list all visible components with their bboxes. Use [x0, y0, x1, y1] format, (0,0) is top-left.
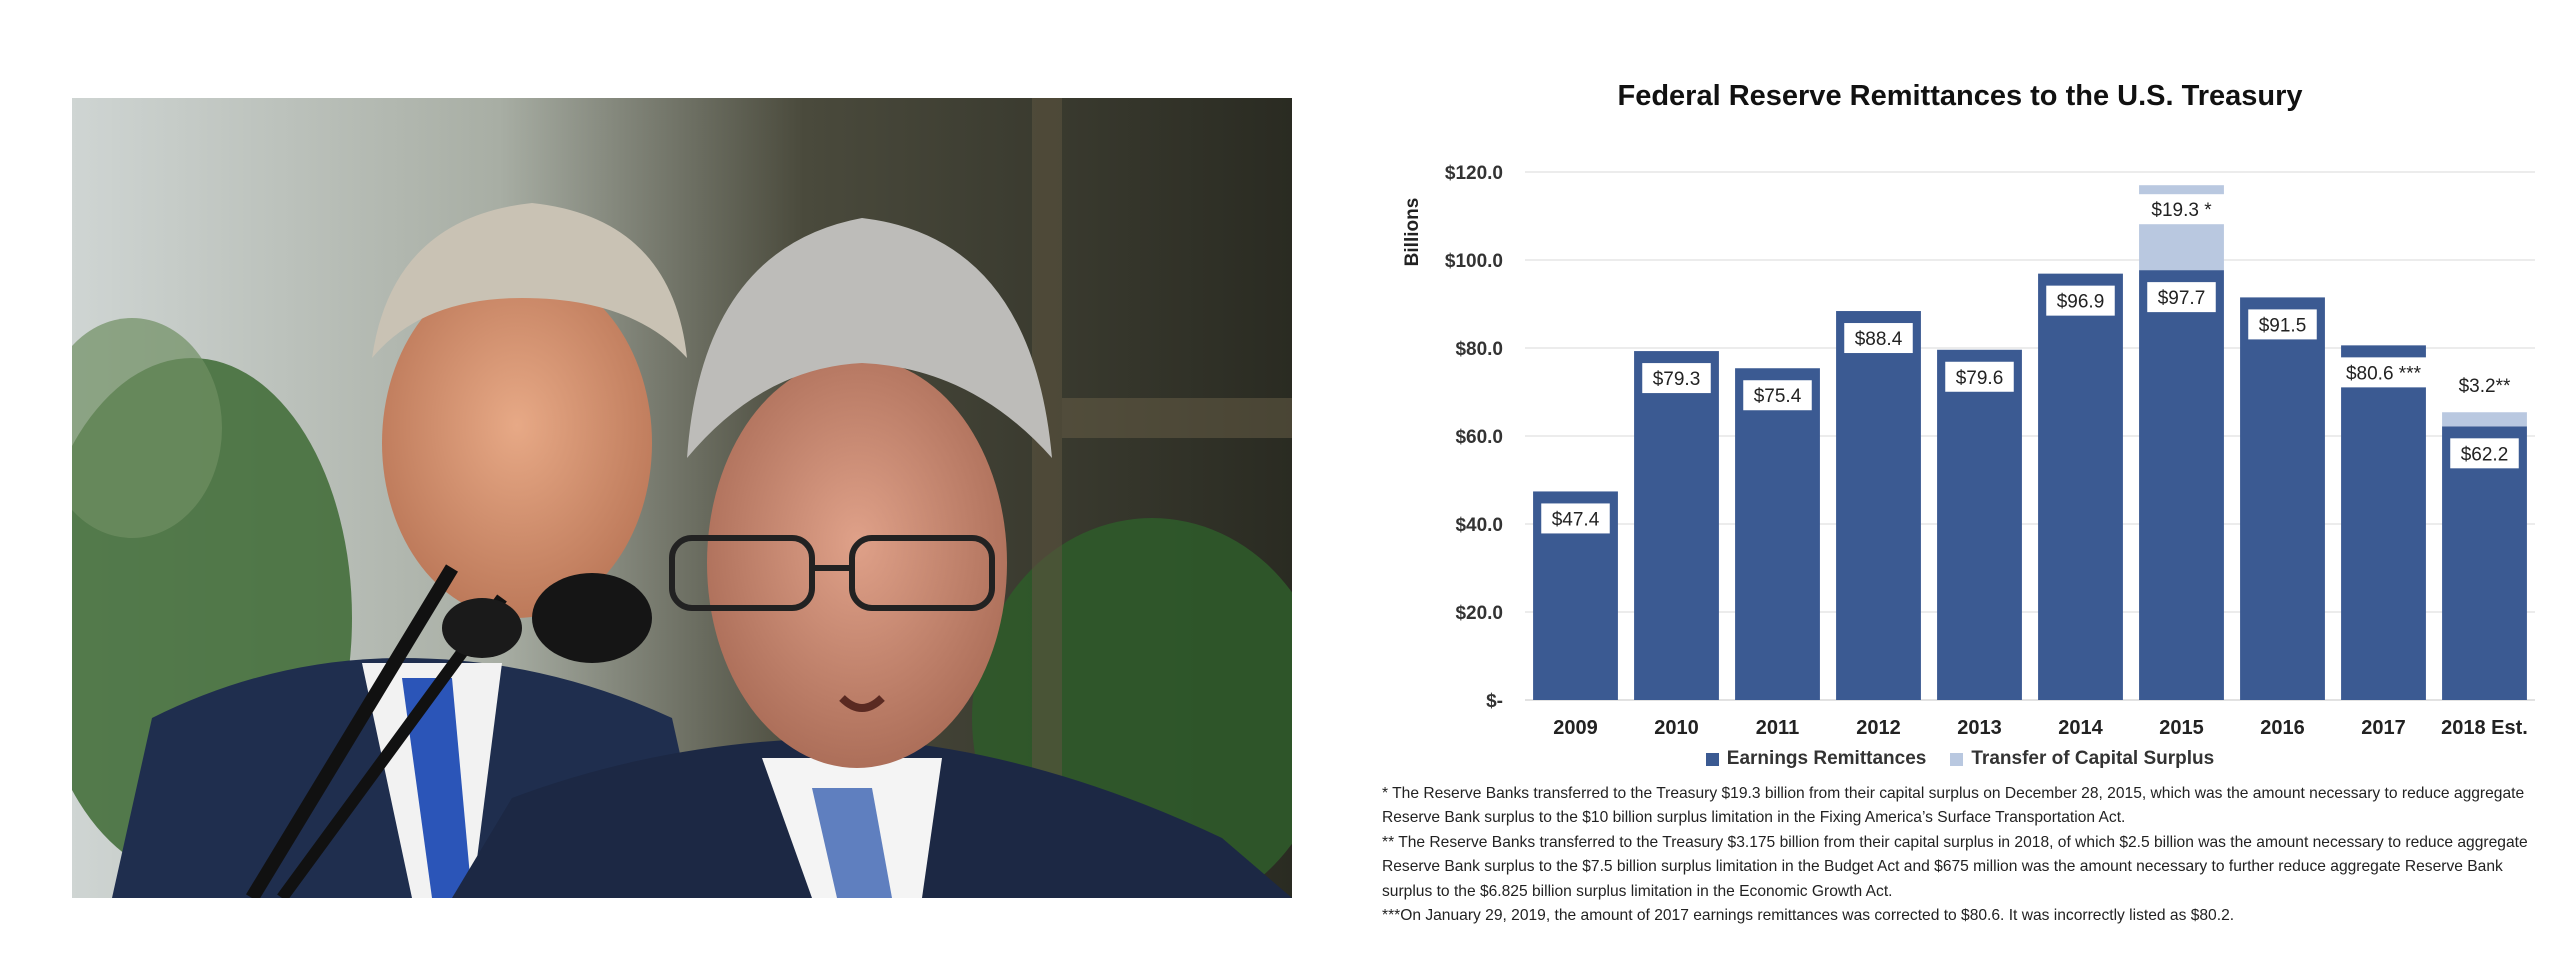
data-label-earnings: $97.7 — [2158, 288, 2206, 309]
footnote-2: ** The Reserve Banks transferred to the … — [1382, 833, 2532, 900]
bar-earnings — [1836, 311, 1921, 700]
x-tick-label: 2010 — [1654, 717, 1699, 739]
bar-earnings — [1937, 349, 2022, 700]
data-label-earnings: $79.6 — [1956, 368, 2004, 389]
y-tick-label: $80.0 — [1455, 339, 1503, 360]
press-photo — [72, 98, 1292, 898]
data-label-earnings-box — [2248, 309, 2317, 340]
data-label-earnings: $75.4 — [1754, 386, 1802, 407]
footnote-3: ***On January 29, 2019, the amount of 20… — [1382, 907, 2235, 925]
bar-earnings — [2139, 270, 2224, 700]
legend-label-surplus: Transfer of Capital Surplus — [1971, 748, 2215, 769]
bar-earnings — [2240, 297, 2325, 700]
photo-icon — [72, 98, 1292, 898]
data-label-earnings-box — [1844, 323, 1913, 354]
legend-item-surplus: Transfer of Capital Surplus — [1950, 748, 2214, 770]
y-tick-label: $20.0 — [1455, 603, 1503, 624]
legend-item-earnings: Earnings Remittances — [1705, 748, 1927, 770]
legend-swatch-earnings — [1705, 752, 1719, 766]
x-tick-label: 2013 — [1957, 717, 2002, 739]
data-label-earnings-box — [2147, 282, 2216, 313]
data-label-earnings: $80.6 *** — [2346, 363, 2422, 384]
data-label-earnings: $96.9 — [2057, 292, 2105, 313]
data-label-earnings-box — [2328, 357, 2439, 388]
data-label-surplus: $3.2** — [2459, 376, 2511, 397]
y-axis-label: Billions — [1402, 198, 1423, 267]
data-label-earnings: $91.5 — [2259, 315, 2307, 336]
bar-capital-surplus — [2442, 412, 2527, 427]
data-label-earnings: $62.2 — [2461, 444, 2509, 465]
data-label-earnings-box — [1743, 380, 1812, 411]
data-label-earnings-box — [1945, 361, 2014, 392]
legend-swatch-surplus — [1950, 752, 1964, 766]
x-tick-label: 2009 — [1553, 717, 1598, 739]
data-label-surplus-box — [2136, 194, 2227, 225]
bar-earnings — [1634, 351, 1719, 700]
y-tick-label: $120.0 — [1445, 163, 1503, 184]
x-tick-label: 2012 — [1856, 717, 1901, 739]
bar-earnings — [2038, 273, 2123, 700]
bar-earnings — [2341, 345, 2426, 700]
data-label-surplus: $19.3 * — [2151, 200, 2212, 221]
bar-earnings — [1735, 368, 1820, 700]
x-tick-label: 2015 — [2159, 717, 2204, 739]
x-tick-label: 2017 — [2361, 717, 2406, 739]
data-label-earnings-box — [2046, 285, 2115, 316]
y-tick-label: $60.0 — [1455, 427, 1503, 448]
footnote-1: * The Reserve Banks transferred to the T… — [1382, 785, 2529, 827]
x-tick-label: 2011 — [1756, 717, 1799, 739]
x-tick-label: 2016 — [2260, 717, 2305, 739]
data-label-earnings: $79.3 — [1653, 369, 1701, 390]
footnotes: * The Reserve Banks transferred to the T… — [1382, 782, 2552, 928]
chart-legend: Earnings Remittances Transfer of Capital… — [1370, 748, 2550, 770]
legend-label-earnings: Earnings Remittances — [1726, 748, 1927, 769]
y-tick-label: $40.0 — [1455, 515, 1503, 536]
data-label-earnings-box — [2450, 438, 2519, 469]
x-tick-label: 2018 Est. — [2441, 717, 2528, 739]
data-label-earnings-box — [1642, 363, 1711, 394]
bar-chart: $- $20.0 $40.0 $60.0 $80.0 $100.0 $120.0 Billio… — [1402, 163, 2535, 739]
chart-title: Federal Reserve Remittances to the U.S. … — [1617, 80, 2303, 112]
y-tick-label: $100.0 — [1445, 251, 1503, 272]
bar-earnings — [2442, 426, 2527, 700]
data-label-earnings: $47.4 — [1552, 509, 1600, 530]
x-tick-label: 2014 — [2058, 717, 2103, 739]
data-label-earnings-box — [1541, 503, 1610, 534]
chart-panel: Federal Reserve Remittances to the U.S. … — [1370, 60, 2560, 940]
y-tick-label: $- — [1486, 691, 1503, 712]
data-label-earnings: $88.4 — [1855, 329, 1903, 350]
